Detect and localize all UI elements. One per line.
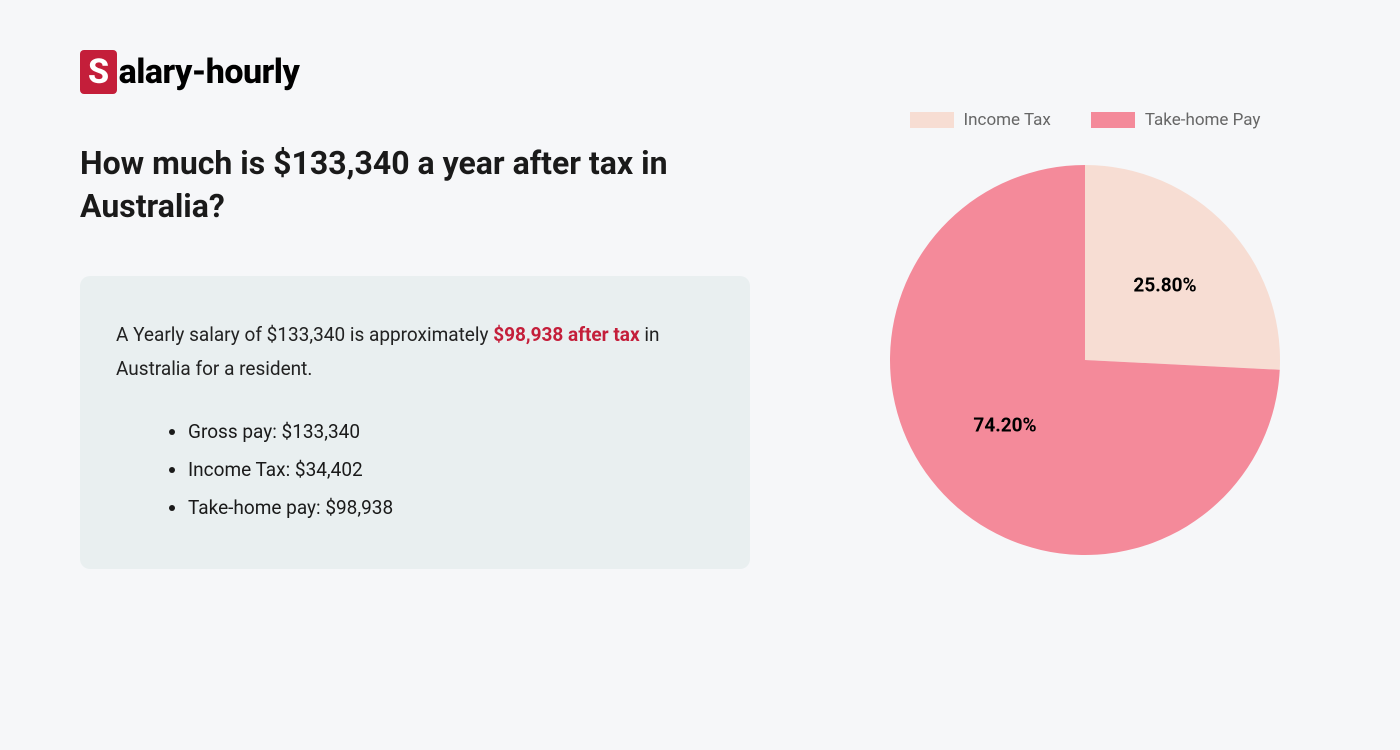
legend-item-income-tax: Income Tax: [910, 110, 1051, 130]
bullet-take-home: Take-home pay: $98,938: [188, 489, 714, 527]
pie-slices: [890, 165, 1280, 555]
logo-s-badge: S: [80, 50, 117, 94]
legend-item-take-home: Take-home Pay: [1091, 110, 1261, 130]
left-column: Salary-hourly How much is $133,340 a yea…: [80, 50, 750, 569]
pie-chart: 25.80% 74.20%: [875, 150, 1295, 570]
legend-swatch-take-home: [1091, 112, 1135, 128]
main-container: Salary-hourly How much is $133,340 a yea…: [80, 50, 1320, 570]
info-card: A Yearly salary of $133,340 is approxima…: [80, 276, 750, 569]
legend-label-income-tax: Income Tax: [964, 110, 1051, 130]
summary-prefix: A Yearly salary of $133,340 is approxima…: [116, 323, 493, 346]
summary-highlight: $98,938 after tax: [493, 323, 639, 346]
logo-text: alary-hourly: [119, 52, 300, 92]
pie-svg: [875, 150, 1295, 570]
page-heading: How much is $133,340 a year after tax in…: [80, 142, 750, 228]
chart-column: Income Tax Take-home Pay 25.80% 74.20%: [850, 50, 1320, 570]
pie-label-income-tax: 25.80%: [1133, 274, 1196, 297]
bullet-income-tax: Income Tax: $34,402: [188, 451, 714, 489]
pie-slice-income-tax: [1085, 165, 1280, 370]
legend-label-take-home: Take-home Pay: [1145, 110, 1261, 130]
logo: Salary-hourly: [80, 50, 750, 94]
legend-swatch-income-tax: [910, 112, 954, 128]
bullet-gross: Gross pay: $133,340: [188, 413, 714, 451]
pie-label-take-home: 74.20%: [973, 414, 1036, 437]
chart-legend: Income Tax Take-home Pay: [850, 110, 1320, 130]
bullet-list: Gross pay: $133,340 Income Tax: $34,402 …: [116, 413, 714, 527]
summary-line: A Yearly salary of $133,340 is approxima…: [116, 318, 714, 385]
